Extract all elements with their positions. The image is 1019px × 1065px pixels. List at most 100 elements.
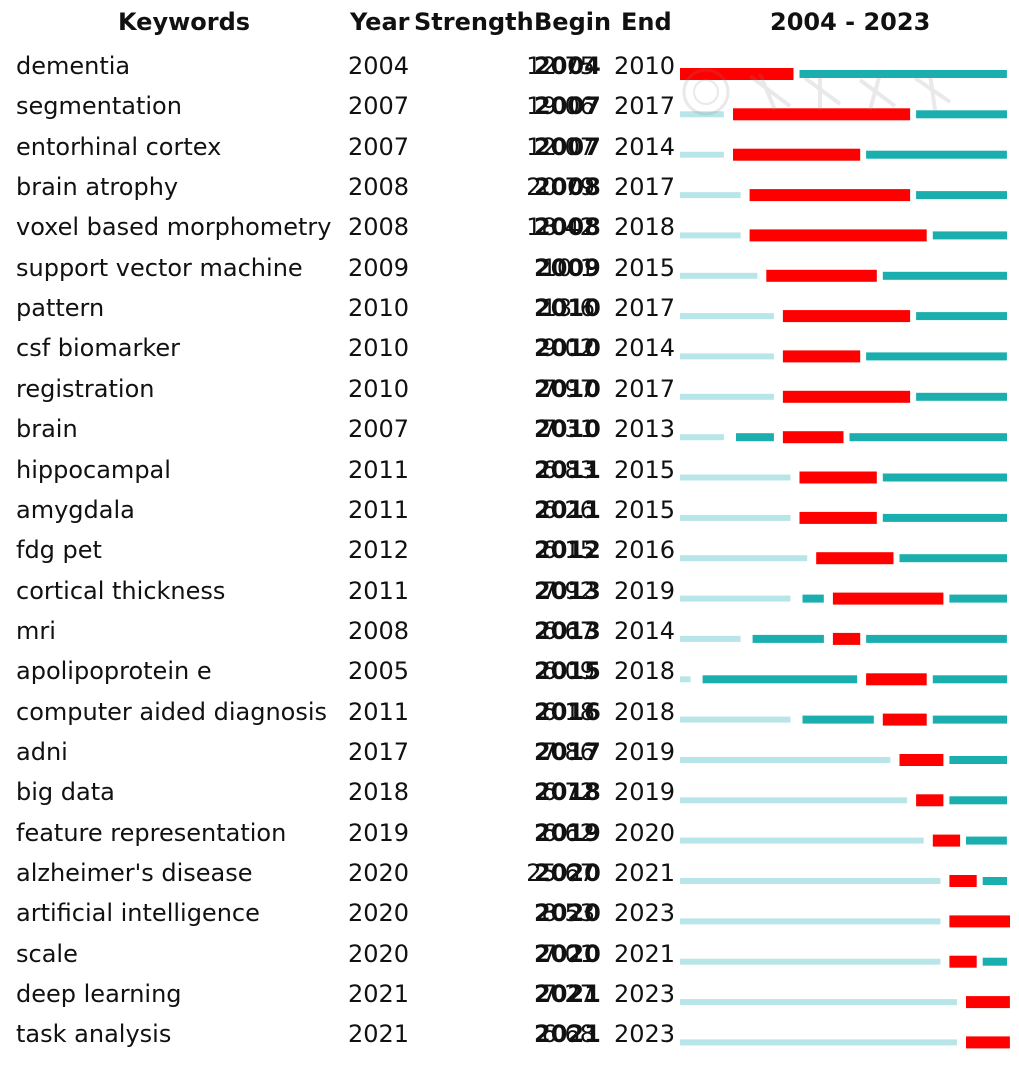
- table-row: support vector machine 2009 10.1 2009 2015: [0, 252, 1019, 292]
- keyword-label: artificial intelligence: [16, 899, 260, 928]
- strength-value: 6.26: [541, 495, 595, 524]
- begin-value: 2008: [534, 173, 601, 202]
- end-value: 2019: [614, 778, 676, 807]
- table-row: fdg pet 2012 6.15 2012 2016: [0, 534, 1019, 574]
- begin-value: 2021: [534, 980, 601, 1009]
- table-row: dementia 2004 12.75 2004 2010: [0, 50, 1019, 90]
- year-value: 2011: [348, 576, 410, 605]
- keyword-label: feature representation: [16, 818, 287, 847]
- begin-value: 2019: [534, 818, 601, 847]
- keyword-label: computer aided diagnosis: [16, 697, 328, 726]
- strength-value: 18.42: [526, 213, 595, 242]
- header-end: End: [621, 8, 672, 36]
- begin-value: 2010: [534, 415, 601, 444]
- strength-value: 25.67: [526, 859, 595, 887]
- table-row: artificial intelligence 2020 8.53 2020 2023: [0, 897, 1019, 937]
- end-value: 2018: [614, 697, 676, 726]
- begin-value: 2011: [534, 455, 601, 484]
- end-value: 2021: [614, 939, 676, 968]
- year-value: 2021: [348, 1020, 410, 1049]
- end-value: 2019: [614, 737, 676, 766]
- keyword-label: big data: [16, 778, 115, 807]
- keyword-label: deep learning: [16, 980, 182, 1009]
- table-row: voxel based morphometry 2008 18.42 2008 2018: [0, 211, 1019, 251]
- end-value: 2018: [614, 213, 676, 242]
- end-value: 2017: [614, 294, 676, 323]
- table-row: entorhinal cortex 2007 12.07 2007 2014: [0, 131, 1019, 171]
- table-row: feature representation 2019 6.62 2019 2020: [0, 817, 1019, 857]
- end-value: 2013: [614, 415, 676, 444]
- strength-value: 12.07: [526, 132, 595, 161]
- year-value: 2010: [348, 334, 410, 363]
- watermark-seal: [682, 68, 952, 116]
- begin-value: 2015: [534, 657, 601, 686]
- end-value: 2020: [614, 818, 676, 847]
- year-value: 2019: [348, 818, 410, 847]
- table-row: deep learning 2021 7.27 2021 2023: [0, 978, 1019, 1018]
- strength-value: 7.27: [541, 980, 595, 1009]
- strength-value: 13.6: [541, 294, 595, 323]
- begin-value: 2013: [534, 616, 601, 645]
- keyword-label: brain: [16, 415, 78, 444]
- year-value: 2018: [348, 778, 410, 807]
- keyword-label: csf biomarker: [16, 334, 180, 363]
- year-value: 2011: [348, 455, 410, 484]
- keyword-label: amygdala: [16, 495, 135, 524]
- keyword-label: scale: [16, 939, 78, 968]
- end-value: 2017: [614, 374, 676, 403]
- keyword-label: brain atrophy: [16, 173, 179, 202]
- strength-value: 12.75: [526, 52, 595, 80]
- year-value: 2017: [348, 737, 410, 766]
- begin-value: 2010: [534, 334, 601, 363]
- begin-value: 2004: [534, 52, 601, 80]
- end-value: 2010: [614, 52, 676, 80]
- end-value: 2015: [614, 455, 676, 484]
- year-value: 2007: [348, 415, 410, 444]
- strength-value: 6.15: [541, 536, 595, 565]
- strength-value: 7.01: [541, 939, 595, 968]
- end-value: 2014: [614, 132, 676, 161]
- keyword-label: entorhinal cortex: [16, 132, 222, 161]
- table-row: brain atrophy 2008 20.79 2008 2017: [0, 171, 1019, 211]
- keyword-label: alzheimer's disease: [16, 859, 253, 887]
- begin-value: 2017: [534, 737, 601, 766]
- strength-value: 19.06: [526, 92, 595, 121]
- strength-value: 8.53: [541, 899, 595, 928]
- strength-value: 7.92: [541, 576, 595, 605]
- year-value: 2005: [348, 657, 410, 686]
- keyword-label: fdg pet: [16, 536, 102, 565]
- year-value: 2009: [348, 253, 410, 282]
- begin-value: 2020: [534, 939, 601, 968]
- table-row: cortical thickness 2011 7.92 2013 2019: [0, 575, 1019, 615]
- year-value: 2021: [348, 980, 410, 1009]
- strength-value: 6.68: [541, 1020, 595, 1049]
- begin-value: 2018: [534, 778, 601, 807]
- keyword-label: hippocampal: [16, 455, 171, 484]
- strength-value: 6.18: [541, 697, 595, 726]
- strength-value: 7.31: [541, 415, 595, 444]
- keyword-label: pattern: [16, 294, 105, 323]
- keyword-label: adni: [16, 737, 68, 766]
- year-value: 2020: [348, 859, 410, 887]
- keyword-label: dementia: [16, 52, 131, 80]
- year-value: 2007: [348, 132, 410, 161]
- year-value: 2008: [348, 173, 410, 202]
- end-value: 2015: [614, 253, 676, 282]
- strength-value: 6.72: [541, 778, 595, 807]
- keyword-label: registration: [16, 374, 155, 403]
- year-value: 2012: [348, 536, 410, 565]
- end-value: 2018: [614, 657, 676, 686]
- header-year-range: 2004 - 2023: [770, 8, 931, 36]
- year-value: 2007: [348, 92, 410, 121]
- end-value: 2015: [614, 495, 676, 524]
- begin-value: 2020: [534, 899, 601, 928]
- end-value: 2017: [614, 173, 676, 202]
- begin-value: 2011: [534, 495, 601, 524]
- header-strength: Strength: [414, 8, 534, 36]
- table-row: pattern 2010 13.6 2010 2017: [0, 292, 1019, 332]
- end-value: 2017: [614, 92, 676, 121]
- strength-value: 10.1: [541, 253, 595, 282]
- strength-value: 6.09: [541, 657, 595, 686]
- year-value: 2010: [348, 374, 410, 403]
- end-value: 2014: [614, 616, 676, 645]
